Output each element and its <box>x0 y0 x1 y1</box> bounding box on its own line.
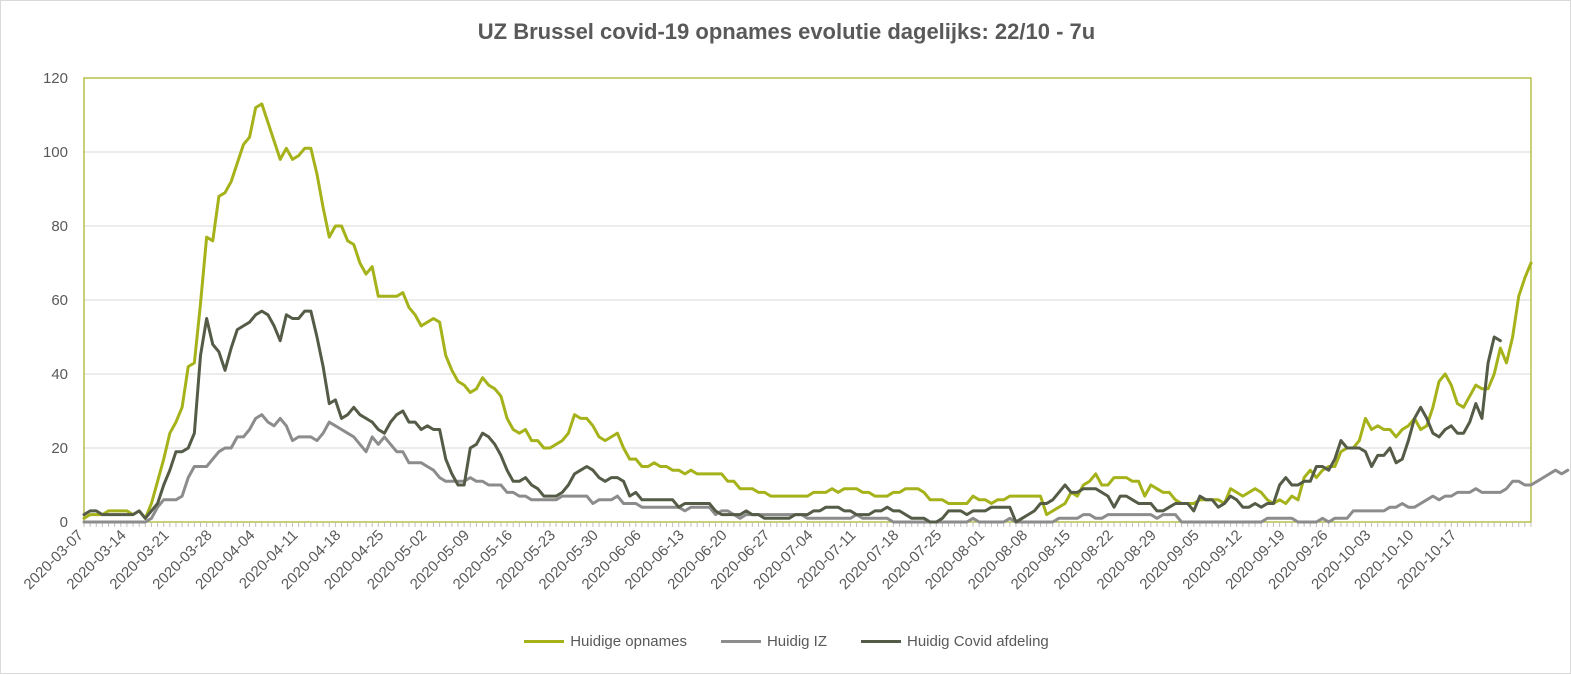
legend: Huidige opnames Huidig IZ Huidig Covid afd… <box>1 633 1571 650</box>
series-line-huidige-opnames <box>82 102 1533 520</box>
y-tick-label: 40 <box>51 366 68 383</box>
legend-item: Huidige opnames <box>524 633 687 650</box>
legend-item: Huidig IZ <box>720 633 827 650</box>
legend-label: Huidig Covid afdeling <box>907 633 1049 650</box>
series-line-huidig-covid-afdeling <box>82 309 1502 524</box>
y-tick-label: 60 <box>51 292 68 309</box>
legend-swatch <box>720 640 761 643</box>
y-tick-label: 120 <box>43 70 68 87</box>
legend-item: Huidig Covid afdeling <box>861 633 1049 650</box>
chart-title: UZ Brussel covid-19 opnames evolutie dag… <box>477 19 1096 44</box>
y-tick-label: 100 <box>43 144 68 161</box>
legend-swatch <box>524 640 565 643</box>
legend-swatch <box>861 640 901 643</box>
y-tick-label: 20 <box>51 440 68 457</box>
y-tick-label: 80 <box>51 218 68 235</box>
y-tick-label: 0 <box>60 514 68 531</box>
legend-label: Huidige opnames <box>570 633 687 650</box>
legend-label: Huidig IZ <box>766 633 827 650</box>
series-line-huidig-iz <box>82 413 1570 524</box>
